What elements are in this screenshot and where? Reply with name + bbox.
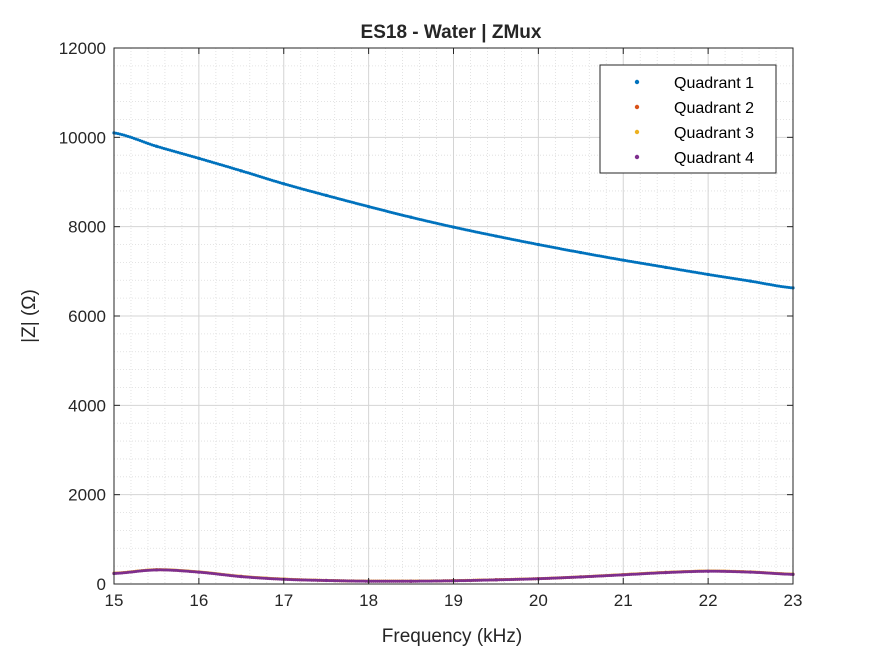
y-tick-label: 12000 (59, 39, 106, 58)
legend-label-quadrant-1: Quadrant 1 (674, 75, 754, 92)
x-axis-label: Frequency (kHz) (382, 626, 522, 647)
y-tick-label: 6000 (68, 307, 106, 326)
legend-entry-quadrant-2[interactable]: Quadrant 2 (634, 100, 754, 117)
x-tick-label: 19 (444, 591, 463, 610)
x-tick-label: 18 (359, 591, 378, 610)
legend-entry-quadrant-3[interactable]: Quadrant 3 (634, 125, 754, 142)
y-tick-label: 8000 (68, 218, 106, 237)
x-tick-label: 21 (614, 591, 633, 610)
x-tick-label: 17 (274, 591, 293, 610)
legend-marker-quadrant-4 (634, 154, 640, 160)
ticks (113, 47, 794, 585)
legend-marker-quadrant-3 (634, 129, 640, 135)
legend-entry-quadrant-1[interactable]: Quadrant 1 (634, 75, 754, 92)
legend-label-quadrant-3: Quadrant 3 (674, 125, 754, 142)
x-tick-label: 20 (529, 591, 548, 610)
series-quadrant-4 (112, 568, 795, 583)
chart-title: ES18 - Water | ZMux (361, 22, 542, 43)
legend[interactable]: Quadrant 1 Quadrant 2 Quadrant 3 Quadran… (599, 64, 777, 174)
legend-label-quadrant-2: Quadrant 2 (674, 100, 754, 117)
series-quadrant-1 (112, 131, 795, 290)
y-tick-label: 10000 (59, 128, 106, 147)
legend-box (599, 64, 777, 174)
x-tick-label: 22 (699, 591, 718, 610)
x-tick-label: 16 (189, 591, 208, 610)
series-layer (112, 131, 795, 583)
legend-entry-quadrant-4[interactable]: Quadrant 4 (634, 150, 754, 167)
y-tick-label: 4000 (68, 396, 106, 415)
x-tick-label: 15 (105, 591, 124, 610)
y-axis-label: |Z| (Ω) (19, 289, 40, 343)
y-tick-label: 0 (97, 575, 106, 594)
legend-label-quadrant-4: Quadrant 4 (674, 150, 754, 167)
tick-labels: 15 16 17 18 19 20 21 22 23 0 2000 4000 6000 8000 10000… (59, 39, 803, 610)
y-tick-label: 2000 (68, 486, 106, 505)
legend-marker-quadrant-2 (634, 104, 640, 110)
x-tick-label: 23 (784, 591, 803, 610)
legend-marker-quadrant-1 (634, 79, 640, 85)
